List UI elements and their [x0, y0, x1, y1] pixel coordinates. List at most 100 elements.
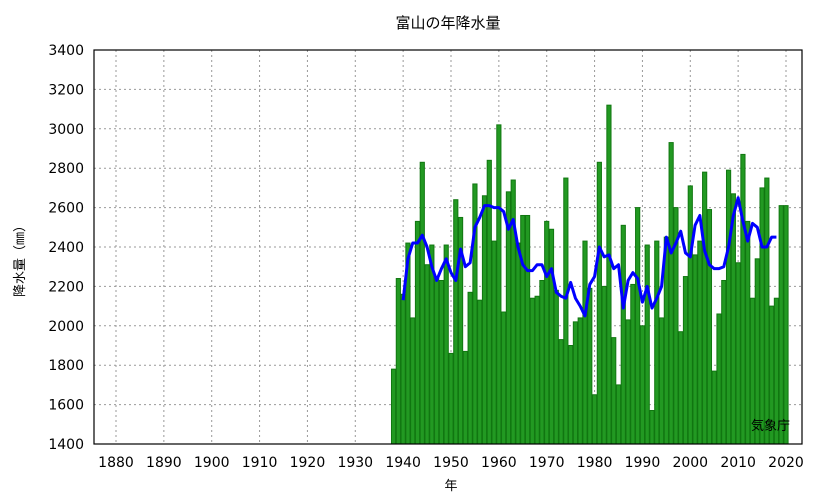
bar — [639, 325, 646, 445]
x-tick-label: 1920 — [290, 455, 326, 471]
bar — [544, 220, 550, 445]
bar — [587, 287, 593, 445]
bar — [649, 410, 655, 445]
bar — [740, 153, 746, 445]
x-tick-label: 1910 — [242, 455, 278, 471]
bar — [434, 278, 440, 445]
y-tick-label: 1600 — [48, 398, 84, 414]
bar — [424, 264, 430, 445]
bar — [778, 205, 784, 445]
bar — [438, 279, 445, 445]
bar — [501, 311, 507, 445]
bar — [481, 195, 488, 445]
bar — [462, 350, 468, 445]
bar — [553, 289, 559, 445]
bar — [721, 279, 727, 445]
bar — [692, 254, 698, 445]
bar — [395, 278, 401, 445]
x-tick-label: 2000 — [672, 455, 708, 471]
bar — [644, 244, 650, 445]
plot-frame — [93, 49, 803, 445]
bar — [611, 337, 617, 445]
bar — [534, 295, 540, 445]
bar — [477, 299, 483, 445]
bar — [663, 236, 669, 445]
x-tick-label: 2010 — [720, 455, 756, 471]
bar — [443, 244, 449, 445]
bar — [716, 313, 722, 445]
bar — [400, 293, 406, 445]
x-tick-label: 1890 — [146, 455, 182, 471]
y-tick-label: 2600 — [48, 201, 84, 217]
bar — [697, 240, 703, 445]
bar — [486, 159, 492, 445]
bar — [601, 285, 607, 445]
bar — [524, 214, 531, 445]
bar — [706, 209, 713, 445]
bar — [630, 283, 636, 445]
y-tick-label: 3400 — [48, 43, 84, 59]
chart-title: 富山の年降水量 — [395, 14, 500, 32]
x-tick-label: 1930 — [337, 455, 373, 471]
bar — [620, 224, 626, 445]
y-tick-label: 3200 — [48, 82, 84, 98]
y-tick-label: 2800 — [48, 161, 84, 177]
bar — [572, 321, 579, 445]
bar — [635, 207, 641, 445]
bar — [668, 142, 674, 445]
bar — [582, 240, 588, 445]
bar — [759, 187, 765, 445]
bar — [725, 169, 732, 445]
bar — [591, 394, 598, 445]
bar — [615, 384, 622, 445]
bar — [520, 214, 526, 445]
bar — [496, 124, 502, 445]
bar — [596, 161, 602, 445]
x-tick-label: 1960 — [481, 455, 517, 471]
x-tick-label: 1900 — [194, 455, 230, 471]
y-axis-ticks: 1400 1600 1800 2000 2200 2400 2600 2800 3000 3200… — [48, 43, 84, 453]
bar — [735, 262, 741, 445]
bar — [539, 279, 545, 445]
bar — [548, 228, 555, 445]
bar — [515, 242, 521, 445]
moving-average-line — [401, 196, 777, 318]
bar — [654, 240, 660, 445]
x-tick-label: 1980 — [577, 455, 613, 471]
bar — [467, 291, 473, 445]
bar — [568, 345, 574, 445]
bar — [419, 161, 425, 445]
bar — [678, 331, 684, 445]
y-tick-label: 1400 — [48, 437, 84, 453]
bar — [448, 352, 454, 445]
x-axis-ticks: 1880 1890 1900 1910 1920 1930 1940 1950 1960 1970… — [98, 455, 804, 471]
bar — [682, 276, 689, 445]
x-axis-label: 年 — [444, 479, 457, 494]
bar — [577, 317, 583, 445]
bar — [702, 171, 708, 445]
bar — [754, 258, 760, 445]
bar — [711, 370, 717, 445]
x-tick-label: 1970 — [529, 455, 565, 471]
bar — [687, 185, 693, 445]
y-tick-label: 3000 — [48, 122, 84, 138]
y-axis-label: 降水量（㎜） — [13, 219, 28, 297]
bar — [491, 240, 497, 445]
bar — [783, 205, 789, 445]
bar — [563, 177, 569, 445]
y-tick-label: 2400 — [48, 240, 84, 256]
y-tick-label: 2200 — [48, 279, 84, 295]
bar — [606, 104, 612, 445]
bar — [625, 319, 631, 445]
bar — [414, 220, 421, 445]
bar — [658, 317, 665, 445]
x-tick-label: 1950 — [433, 455, 469, 471]
y-tick-label: 2000 — [48, 319, 84, 335]
x-tick-label: 1940 — [385, 455, 421, 471]
x-tick-label: 1990 — [625, 455, 661, 471]
x-tick-label: 2020 — [768, 455, 804, 471]
y-tick-label: 1800 — [48, 358, 84, 374]
bar — [764, 177, 770, 445]
bar — [410, 317, 416, 445]
